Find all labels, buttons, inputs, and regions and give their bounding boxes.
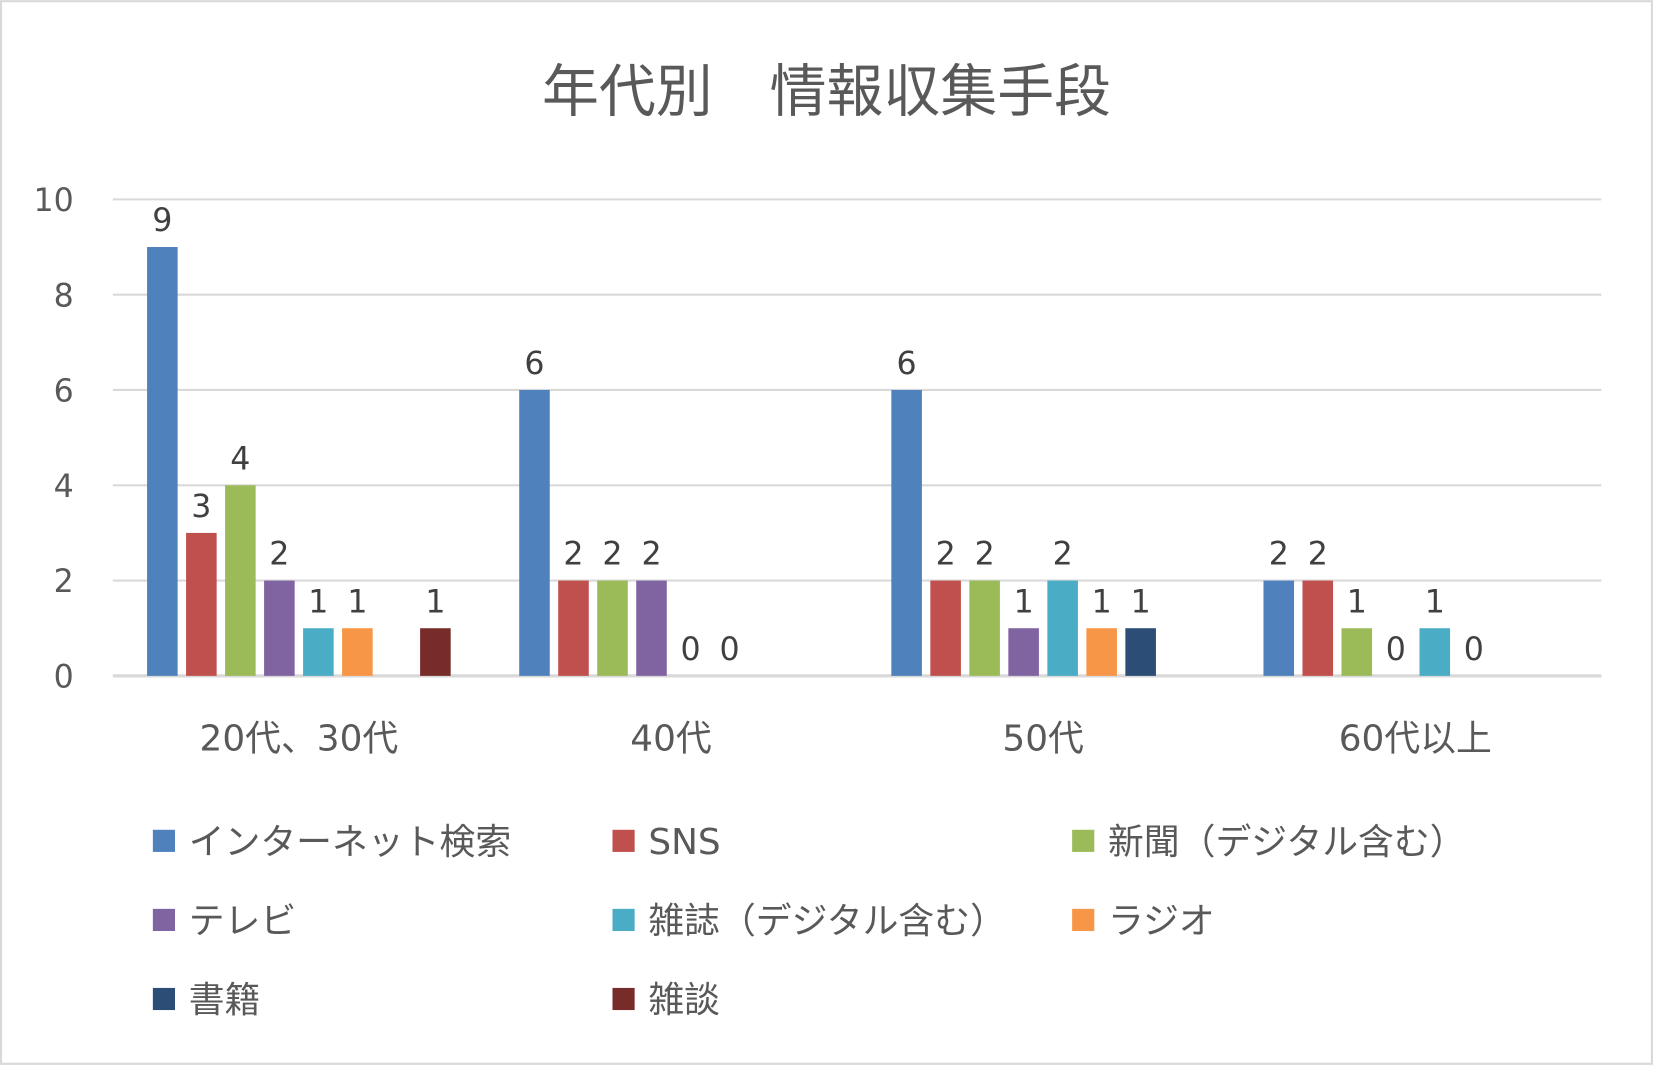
bar: [597, 580, 628, 676]
data-label: 1: [347, 584, 367, 620]
data-label: 1: [1131, 584, 1151, 620]
legend-swatch: [612, 987, 635, 1011]
data-label: 2: [936, 537, 956, 573]
data-label: 2: [641, 537, 661, 573]
bar: [186, 532, 217, 676]
data-label: 2: [1269, 537, 1289, 573]
bar: [891, 389, 922, 676]
data-label: 1: [1092, 584, 1112, 620]
bar: [342, 628, 373, 676]
y-tick-label: 2: [54, 564, 74, 600]
legend-swatch: [1072, 908, 1095, 931]
legend-swatch: [152, 908, 175, 931]
data-label: 2: [563, 537, 583, 573]
legend-swatch: [152, 987, 175, 1011]
data-label: 0: [1464, 632, 1484, 668]
y-tick-label: 8: [54, 278, 74, 314]
legend-label: 雑談: [648, 980, 720, 1021]
bar: [1086, 628, 1117, 676]
data-label: 0: [719, 632, 739, 668]
x-category-label: 40代: [630, 719, 711, 760]
bar: [303, 628, 334, 676]
data-label: 2: [602, 537, 622, 573]
bar: [420, 628, 451, 676]
legend-swatch: [612, 829, 635, 852]
legend-label: インターネット検索: [189, 822, 511, 863]
data-label: 9: [152, 203, 172, 239]
legend-swatch: [612, 908, 635, 931]
data-label: 1: [1425, 584, 1445, 620]
bar: [1341, 628, 1373, 676]
legend-swatch: [1072, 829, 1095, 852]
bar: [558, 580, 589, 676]
data-label: 6: [524, 346, 544, 382]
x-category-label: 60代以上: [1339, 719, 1492, 760]
y-tick-label: 6: [54, 374, 74, 410]
bar: [1302, 580, 1334, 676]
legend-label: 書籍: [189, 980, 261, 1021]
bar: [147, 247, 178, 676]
data-label: 0: [1386, 632, 1406, 668]
x-category-label: 20代、30代: [200, 719, 399, 760]
bar: [636, 580, 667, 676]
y-tick-label: 10: [34, 183, 74, 219]
bar: [969, 580, 1000, 676]
legend-label: SNS: [648, 822, 720, 863]
data-label: 3: [191, 489, 211, 525]
bar: [1263, 580, 1295, 676]
bar: [225, 485, 256, 676]
bar: [930, 580, 961, 676]
data-label: 0: [680, 632, 700, 668]
data-label: 1: [425, 584, 445, 620]
bar: [1125, 628, 1156, 676]
chart-title: 年代別 情報収集手段: [542, 59, 1111, 125]
bar: [519, 389, 550, 676]
legend-label: ラジオ: [1108, 901, 1215, 942]
data-label: 2: [1053, 537, 1073, 573]
data-label: 2: [269, 537, 289, 573]
data-label: 2: [975, 537, 995, 573]
x-category-label: 50代: [1002, 719, 1083, 760]
legend-label: 新聞（デジタル含む）: [1108, 822, 1466, 863]
bar: [1047, 580, 1078, 676]
data-label: 6: [897, 346, 917, 382]
legend-label: テレビ: [189, 901, 296, 942]
legend-swatch: [152, 829, 175, 852]
y-tick-label: 0: [54, 659, 74, 695]
data-label: 1: [1347, 584, 1367, 620]
data-label: 4: [230, 441, 250, 477]
data-label: 1: [1014, 584, 1034, 620]
legend-label: 雑誌（デジタル含む）: [648, 901, 1006, 942]
bar: [264, 580, 295, 676]
bar: [1008, 628, 1039, 676]
y-tick-label: 4: [54, 469, 74, 505]
data-label: 1: [308, 584, 328, 620]
data-label: 2: [1308, 537, 1328, 573]
bar: [1419, 628, 1451, 676]
